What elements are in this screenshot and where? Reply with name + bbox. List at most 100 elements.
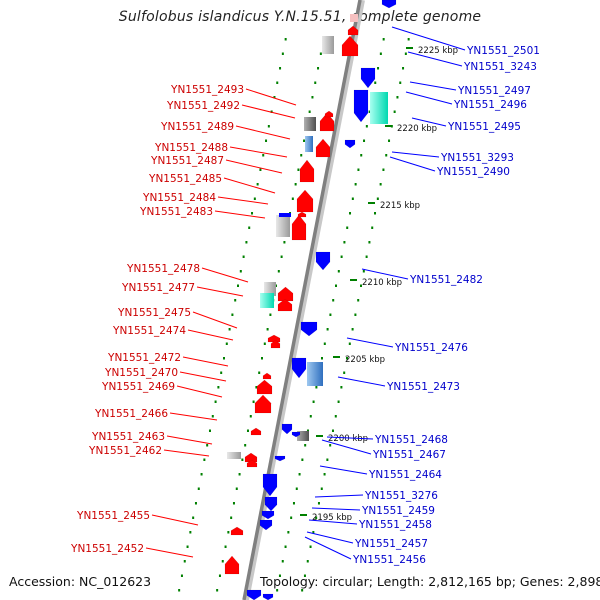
forward-gene-label: YN1551_2469 — [101, 381, 175, 393]
forward-gene-label: YN1551_2470 — [104, 367, 178, 379]
right-inner-track-dot — [351, 197, 354, 200]
right-outer-track-dot — [368, 241, 371, 244]
right-outer-track-dot — [343, 371, 346, 374]
forward-leader-line — [187, 329, 234, 341]
left-outer-track-dot — [211, 415, 214, 418]
right-outer-track-dot — [312, 531, 315, 534]
forward-leader-line — [163, 449, 210, 457]
left-outer-track-dot — [194, 502, 197, 505]
forward-gene-label: YN1551_2475 — [117, 307, 191, 319]
left-outer-track-dot — [225, 342, 228, 345]
forward-gene-label: YN1551_2463 — [91, 431, 165, 443]
reverse-gene-arrow — [262, 593, 274, 600]
left-inner-track-dot — [303, 139, 306, 142]
reverse-gene-arrow — [274, 455, 286, 462]
forward-gene-arrow — [347, 25, 359, 36]
right-inner-track-dot — [326, 328, 329, 331]
left-outer-track-dot — [262, 154, 265, 157]
forward-gene-arrow — [254, 394, 272, 414]
forward-leader-line — [217, 196, 269, 205]
feature-layer — [224, 0, 397, 600]
pseudogene-block — [304, 117, 316, 131]
left-outer-track-dot — [192, 516, 195, 519]
kbp-tick — [350, 279, 357, 281]
right-inner-track-dot — [335, 284, 338, 287]
kbp-tick — [316, 435, 323, 437]
right-outer-track-dot — [354, 313, 357, 316]
forward-gene-label: YN1551_2488 — [154, 142, 228, 154]
reverse-gene-arrow — [360, 67, 376, 89]
left-inner-track-dot — [244, 444, 247, 447]
forward-gene-label: YN1551_2485 — [148, 173, 222, 185]
right-outer-track-dot — [329, 444, 332, 447]
left-inner-track-dot — [269, 313, 272, 316]
left-outer-track-dot — [253, 197, 256, 200]
left-inner-track-dot — [224, 545, 227, 548]
left-inner-track-dot — [227, 531, 230, 534]
gene-block — [307, 362, 323, 386]
left-outer-track-dot — [197, 487, 200, 490]
left-outer-track-dot — [183, 560, 186, 563]
left-inner-track-dot — [277, 270, 280, 273]
forward-gene-arrow — [324, 110, 334, 118]
reverse-gene-label: YN1551_2476 — [394, 342, 468, 354]
forward-gene-label: YN1551_2489 — [160, 121, 234, 133]
rna-gene-block — [260, 293, 274, 308]
right-inner-track-dot — [292, 502, 295, 505]
left-inner-track-dot — [230, 516, 233, 519]
forward-leader-line — [214, 210, 266, 219]
forward-gene-arrow — [319, 112, 335, 132]
forward-leader-line — [145, 547, 194, 558]
left-outer-track-dot — [231, 313, 234, 316]
forward-leader-line — [151, 514, 199, 526]
right-outer-track-dot — [306, 560, 309, 563]
reverse-gene-label: YN1551_2490 — [436, 166, 510, 178]
forward-gene-label: YN1551_2477 — [121, 282, 195, 294]
right-outer-track-dot — [331, 429, 334, 432]
reverse-leader-line — [405, 91, 453, 105]
left-inner-track-dot — [297, 168, 300, 171]
right-outer-track-dot — [326, 458, 329, 461]
left-outer-track-dot — [220, 371, 223, 374]
reverse-leader-line — [389, 156, 436, 172]
forward-leader-line — [229, 146, 288, 158]
right-inner-track-dot — [343, 241, 346, 244]
right-outer-track-dot — [385, 154, 388, 157]
left-outer-track-dot — [279, 67, 282, 70]
reverse-gene-label: YN1551_2473 — [386, 381, 460, 393]
right-outer-track-dot — [309, 545, 312, 548]
left-inner-track-dot — [294, 183, 297, 186]
right-inner-track-dot — [287, 531, 290, 534]
reverse-leader-line — [326, 436, 374, 440]
left-inner-track-dot — [221, 560, 224, 563]
reverse-gene-arrow — [315, 251, 331, 271]
kbp-tick — [300, 514, 307, 516]
reverse-gene-label: YN1551_2497 — [457, 85, 531, 97]
map-title: Sulfolobus islandicus Y.N.15.51, complet… — [118, 9, 482, 25]
right-inner-track-dot — [290, 516, 293, 519]
rna-gene-block — [370, 92, 388, 124]
forward-leader-line — [169, 412, 218, 421]
right-inner-track-dot — [306, 429, 309, 432]
reverse-gene-label: YN1551_2468 — [374, 434, 448, 446]
left-inner-track-dot — [216, 589, 219, 592]
forward-gene-arrow — [277, 286, 294, 302]
kbp-marker-label: 2210 kbp — [362, 278, 402, 288]
right-inner-track-dot — [357, 168, 360, 171]
forward-gene-label: YN1551_2492 — [166, 100, 240, 112]
reverse-gene-label: YN1551_2458 — [358, 519, 432, 531]
reverse-leader-line — [314, 494, 364, 498]
forward-leader-line — [235, 125, 291, 140]
kbp-marker-label: 2225 kbp — [418, 46, 458, 56]
right-outer-track-dot — [337, 400, 340, 403]
reverse-gene-arrow — [259, 519, 273, 531]
right-inner-track-dot — [354, 183, 357, 186]
kbp-tick — [385, 125, 392, 127]
right-outer-track-dot — [379, 183, 382, 186]
pseudogene-block — [322, 36, 334, 54]
forward-leader-line — [176, 385, 223, 398]
right-outer-track-dot — [340, 386, 343, 389]
left-outer-track-dot — [189, 531, 192, 534]
left-outer-track-dot — [237, 284, 240, 287]
